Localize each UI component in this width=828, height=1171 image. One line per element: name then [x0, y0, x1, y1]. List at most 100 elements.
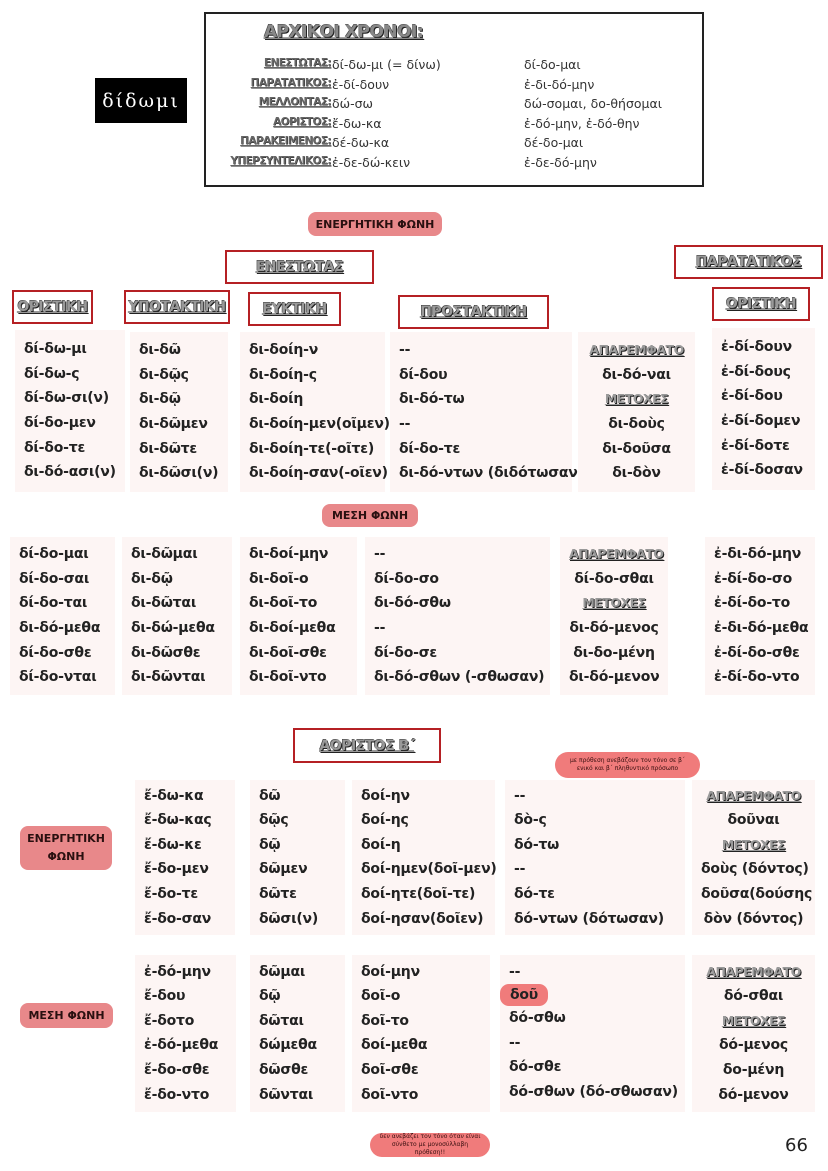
- verb-form: δι-δοῖ-σθε: [249, 644, 327, 661]
- verb-form: δι-δῷς: [139, 366, 189, 383]
- verb-form: ἐ-δί-δους: [721, 363, 791, 380]
- verb-form: δῶσθε: [259, 1062, 309, 1079]
- verb-form: δοῖ-σθε: [361, 1062, 419, 1079]
- verb-form: ἔ-δο-σαν: [144, 910, 212, 927]
- verb-form: δοῦναι: [727, 812, 780, 829]
- verb-form: δῷ: [259, 988, 281, 1005]
- verb-form: δῶτε: [259, 886, 297, 903]
- principal-parts-row: ΑΟΡΙΣΤΟΣ: ἔ-δω-κα ἐ-δό-μην, ἐ-δό-θην: [206, 116, 706, 136]
- indicative-heading: ΟΡΙΣΤΙΚΗ: [12, 290, 93, 324]
- present-active-imperative-column: -- δί-δου δι-δό-τω -- δί-δο-τε δι-δό-ντων (δι…: [390, 332, 584, 492]
- verb-form: δό-τε: [514, 886, 555, 903]
- aorist-active-voice-label: ΕΝΕΡΓΗΤΙΚΗ ΦΩΝΗ: [20, 826, 112, 870]
- present-active-indicative-column: δί-δω-μι δί-δω-ς δί-δω-σι(ν) δί-δο-μεν δί-δο…: [15, 330, 125, 492]
- verb-form: δοὺς (δόντος): [701, 861, 809, 878]
- verb-form: δι-δό-σθω: [374, 595, 451, 612]
- verb-form: δο-μένη: [722, 1062, 785, 1079]
- present-middle-indicative-column: δί-δο-μαι δί-δο-σαι δί-δο-ται δι-δό-μεθα δί-…: [10, 537, 115, 695]
- verb-title: δίδωμι: [95, 78, 187, 123]
- verb-form: δί-δω-ς: [24, 365, 80, 382]
- verb-form: ἐ-δί-δοτε: [721, 437, 790, 454]
- verb-form: ἔ-δου: [144, 988, 186, 1005]
- verb-form: δί-δο-τε: [24, 439, 86, 456]
- principal-parts-box: ΑΡΧΙΚΟΙ ΧΡΟΝΟΙ: ΕΝΕΣΤΩΤΑΣ: δί-δω-μι (= δί…: [204, 12, 704, 187]
- verb-form: ἔ-δοτο: [144, 1012, 195, 1029]
- verb-form: δι-δὸν: [612, 465, 661, 482]
- active-form: ἔ-δω-κα: [332, 115, 382, 131]
- verb-form: δοῖ-το: [361, 1012, 409, 1029]
- tense-label: ΑΟΡΙΣΤΟΣ:: [273, 115, 331, 128]
- verb-form: δῷ: [259, 836, 281, 853]
- verb-form: ἐ-δί-δομεν: [721, 412, 801, 429]
- verb-form: ἐ-δι-δό-μεθα: [714, 619, 809, 636]
- verb-form: δό-σθαι: [723, 988, 784, 1005]
- verb-form: δι-δό-ασι(ν): [24, 464, 116, 481]
- tense-label: ΥΠΕΡΣΥΝΤΕΛΙΚΟΣ:: [230, 154, 331, 167]
- present-middle-subjunctive-column: δι-δῶμαι δι-δῷ δι-δῶται δι-δώ-μεθα δι-δῶσθε δ…: [122, 537, 232, 695]
- aorist-middle-optative-column: δοί-μην δοῖ-ο δοῖ-το δοί-μεθα δοῖ-σθε δοῖ-ντο: [352, 955, 490, 1112]
- verb-form: δι-δώ-μεθα: [131, 619, 215, 636]
- tense-label: ΜΕΛΛΟΝΤΑΣ:: [258, 96, 332, 108]
- verb-form: ἔ-δω-κα: [144, 787, 204, 804]
- verb-form: --: [509, 963, 521, 980]
- verb-form: δι-δό-μενον: [569, 669, 660, 686]
- verb-form: δί-δο-μαι: [19, 546, 89, 563]
- active-form: δέ-δω-κα: [332, 135, 390, 150]
- aorist-middle-nonfinite-column: ΑΠΑΡΕΜΦΑΤΟ δό-σθαι ΜΕΤΟΧΕΣ δό-μενος δο-μένη δ…: [692, 955, 815, 1112]
- verb-form: δοῦσα(δούσης: [701, 886, 813, 903]
- verb-form: δό-σθω: [509, 1010, 566, 1027]
- verb-form: δί-δο-σο: [374, 570, 439, 587]
- verb-form: δι-δό-μενος: [569, 619, 659, 636]
- active-form: δώ-σω: [332, 96, 374, 111]
- principal-parts-row: ΜΕΛΛΟΝΤΑΣ: δώ-σω δώ-σομαι, δο-θήσομαι: [206, 96, 706, 116]
- verb-form: δι-δοῖ-ντο: [249, 669, 327, 686]
- participles-label: ΜΕΤΟΧΕΣ: [721, 1012, 786, 1028]
- imperative-heading: ΠΡΟΣΤΑΚΤΙΚΗ: [398, 295, 549, 329]
- participles-label: ΜΕΤΟΧΕΣ: [582, 595, 646, 611]
- verb-form: ἔ-δο-μεν: [144, 861, 209, 878]
- verb-form: δί-δω-σι(ν): [24, 390, 109, 407]
- verb-form: ἐ-δι-δό-μην: [714, 546, 802, 563]
- verb-form: δῶται: [259, 1012, 304, 1029]
- aorist-active-indicative-column: ἔ-δω-κα ἔ-δω-κας ἔ-δω-κε ἔ-δο-μεν ἔ-δο-τε ἔ-δ…: [135, 780, 235, 935]
- verb-form: δῷς: [259, 812, 289, 829]
- present-active-nonfinite-column: ΑΠΑΡΕΜΦΑΤΟ δι-δό-ναι ΜΕΤΟΧΕΣ δι-δοὺς δι-δοῦσ…: [578, 332, 695, 492]
- verb-form: δοί-ην: [361, 787, 410, 804]
- principal-parts-row: ΕΝΕΣΤΩΤΑΣ: δί-δω-μι (= δίνω) δί-δο-μαι: [206, 57, 706, 77]
- verb-form: δῶ: [259, 787, 281, 804]
- verb-form: δί-δο-σε: [374, 644, 438, 661]
- verb-form: δί-δο-σαι: [19, 570, 90, 587]
- verb-form: δι-δοῖ-ο: [249, 570, 309, 587]
- aorist-middle-subjunctive-column: δῶμαι δῷ δῶται δώμεθα δῶσθε δῶνται: [250, 955, 345, 1112]
- verb-form: δί-δω-μι: [24, 341, 87, 358]
- present-active-optative-column: δι-δοίη-ν δι-δοίη-ς δι-δοίη δι-δοίη-μεν(οῖμ…: [240, 332, 390, 492]
- verb-form: δοί-μεθα: [361, 1037, 428, 1054]
- middle-form: ἐ-δι-δό-μην: [524, 76, 595, 92]
- principal-parts-row: ΠΑΡΑΤΑΤΙΚΟΣ: ἐ-δί-δουν ἐ-δι-δό-μην: [206, 77, 706, 97]
- verb-form: δοί-ητε(δοῖ-τε): [361, 886, 476, 903]
- verb-form: δι-δό-σθων (-σθωσαν): [374, 669, 545, 686]
- verb-form: δί-δου: [399, 366, 448, 383]
- present-middle-nonfinite-column: ΑΠΑΡΕΜΦΑΤΟ δί-δο-σθαι ΜΕΤΟΧΕΣ δι-δό-μενος δι…: [560, 537, 668, 695]
- verb-form: δό-μενος: [719, 1037, 788, 1054]
- verb-form: --: [399, 342, 411, 359]
- page-number: 66: [785, 1135, 808, 1156]
- verb-form: δι-δοίη-ν: [249, 342, 319, 359]
- compound-note-bubble: δεν ανεβάζει τον τόνο όταν είναι σύνθετο…: [370, 1133, 490, 1157]
- verb-form: δί-δο-σθαι: [574, 570, 654, 587]
- principal-parts-title: ΑΡΧΙΚΟΙ ΧΡΟΝΟΙ:: [264, 22, 424, 42]
- participles-label: ΜΕΤΟΧΕΣ: [721, 836, 786, 852]
- verb-form: δό-ντων (δότωσαν): [514, 910, 664, 927]
- verb-form: δί-δο-μεν: [24, 414, 96, 431]
- verb-form: δι-δό-ντων (διδότωσαν): [399, 465, 584, 482]
- verb-form: ἔ-δω-κε: [144, 836, 202, 853]
- verb-form: ἔ-δω-κας: [144, 812, 212, 829]
- active-form: δί-δω-μι (= δίνω): [332, 57, 441, 72]
- verb-form: --: [514, 861, 526, 878]
- verb-form: ἐ-δό-μεθα: [144, 1037, 219, 1054]
- verb-form: --: [399, 415, 411, 432]
- verb-form: δί-δο-ται: [19, 595, 88, 612]
- optative-heading: ΕΥΚΤΙΚΗ: [248, 292, 341, 326]
- verb-form: δι-δοίη-μεν(οῖμεν): [249, 415, 390, 432]
- present-middle-imperative-column: -- δί-δο-σο δι-δό-σθω -- δί-δο-σε δι-δό-σθων …: [365, 537, 550, 695]
